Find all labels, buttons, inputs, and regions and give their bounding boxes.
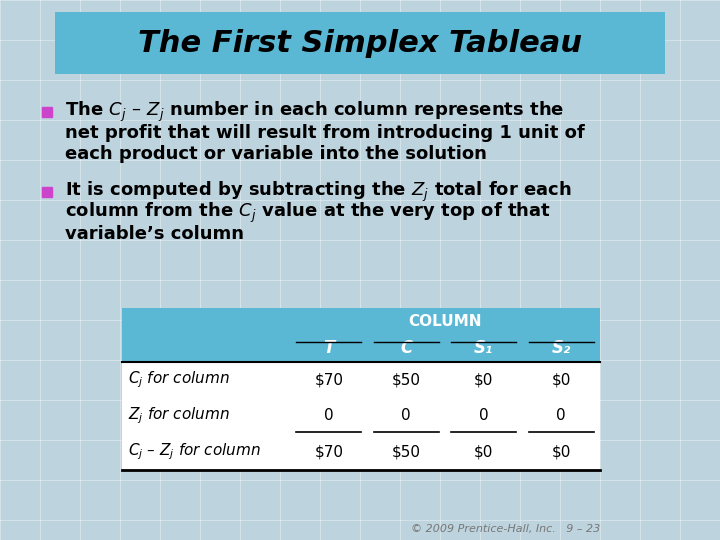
Text: $Z_j$ for column: $Z_j$ for column xyxy=(128,406,230,426)
Text: each product or variable into the solution: each product or variable into the soluti… xyxy=(65,145,487,163)
Text: $50: $50 xyxy=(392,373,420,388)
Text: $0: $0 xyxy=(474,444,493,460)
Text: $70: $70 xyxy=(314,373,343,388)
Text: net profit that will result from introducing 1 unit of: net profit that will result from introdu… xyxy=(65,124,585,142)
Text: $70: $70 xyxy=(314,444,343,460)
Text: The $C_j$ – $Z_j$ number in each column represents the: The $C_j$ – $Z_j$ number in each column … xyxy=(65,100,564,124)
Bar xyxy=(122,362,600,398)
Text: T: T xyxy=(323,339,334,357)
Text: S₁: S₁ xyxy=(474,339,493,357)
Text: © 2009 Prentice-Hall, Inc.   9 – 23: © 2009 Prentice-Hall, Inc. 9 – 23 xyxy=(410,524,600,534)
Text: COLUMN: COLUMN xyxy=(408,314,482,328)
Text: S₂: S₂ xyxy=(552,339,571,357)
Text: 0: 0 xyxy=(402,408,411,423)
Text: C: C xyxy=(400,339,413,357)
Text: The First Simplex Tableau: The First Simplex Tableau xyxy=(138,29,582,57)
Text: column from the $C_j$ value at the very top of that: column from the $C_j$ value at the very … xyxy=(65,201,551,225)
Text: $0: $0 xyxy=(552,444,571,460)
Text: $C_j$ – $Z_j$ for column: $C_j$ – $Z_j$ for column xyxy=(128,442,261,462)
Text: 0: 0 xyxy=(324,408,333,423)
Text: $0: $0 xyxy=(552,373,571,388)
Bar xyxy=(122,334,600,362)
Text: $0: $0 xyxy=(474,373,493,388)
Text: $C_j$ for column: $C_j$ for column xyxy=(128,370,230,390)
Bar xyxy=(55,12,665,74)
Text: variable’s column: variable’s column xyxy=(65,225,244,243)
Text: 0: 0 xyxy=(479,408,489,423)
Bar xyxy=(122,308,600,334)
Text: It is computed by subtracting the $Z_j$ total for each: It is computed by subtracting the $Z_j$ … xyxy=(65,180,572,204)
Bar xyxy=(122,398,600,434)
Text: 0: 0 xyxy=(557,408,566,423)
Bar xyxy=(122,434,600,470)
Text: $50: $50 xyxy=(392,444,420,460)
